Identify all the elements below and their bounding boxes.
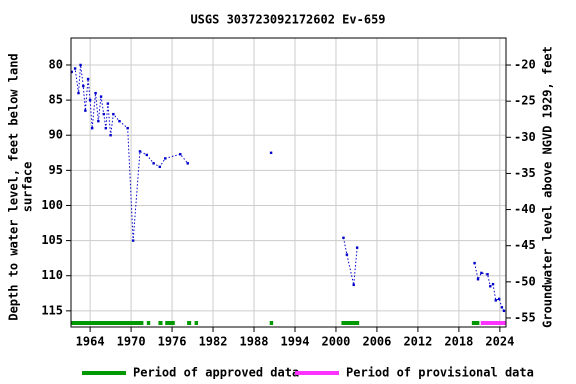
period-bar <box>187 321 192 325</box>
y-tick-label: 100 <box>41 198 63 212</box>
data-point <box>102 112 105 116</box>
data-point <box>145 153 149 157</box>
data-point <box>497 297 501 301</box>
data-point <box>476 278 480 281</box>
data-point <box>109 134 112 137</box>
period-bar <box>480 321 506 325</box>
data-point <box>158 165 161 169</box>
data-point <box>179 152 182 156</box>
y2-tick-label: -20 <box>514 58 536 72</box>
period-bar <box>194 321 199 325</box>
data-point <box>502 309 506 313</box>
y-axis-label: Depth to water level, feet below land <box>7 53 21 320</box>
data-point <box>494 299 497 302</box>
y2-tick-label: -50 <box>514 274 536 288</box>
data-point <box>99 95 103 98</box>
data-point <box>345 253 349 256</box>
data-point <box>500 306 504 309</box>
y2-tick-label: -45 <box>514 238 536 252</box>
y2-axis-label: Groundwater level above NGVD 1929, feet <box>541 46 555 328</box>
y2-tick-label: -30 <box>514 130 536 144</box>
period-bar <box>471 321 480 325</box>
data-point <box>186 162 189 165</box>
x-tick-label: 1988 <box>240 335 269 349</box>
data-point <box>77 91 80 95</box>
data-point <box>342 236 345 239</box>
data-point <box>79 63 82 67</box>
x-tick-label: 2006 <box>362 335 391 349</box>
x-tick-label: 1982 <box>199 335 228 349</box>
data-point <box>152 162 155 165</box>
data-point <box>355 246 359 249</box>
data-point <box>70 70 73 74</box>
data-point <box>106 102 110 105</box>
legend-label: Period of approved data <box>133 366 299 380</box>
data-point <box>86 77 90 81</box>
y-tick-label: 90 <box>49 128 63 142</box>
data-point <box>164 157 167 160</box>
plot-frame <box>70 37 507 328</box>
period-bar <box>269 321 274 325</box>
y2-tick-label: -55 <box>514 310 536 324</box>
x-tick-label: 2018 <box>444 335 473 349</box>
y-tick-label: 110 <box>41 268 63 282</box>
y2-tick-label: -40 <box>514 202 536 216</box>
chart-title: USGS 303723092172602 Ev-659 <box>190 13 385 27</box>
data-point <box>84 109 87 112</box>
data-point <box>269 151 273 154</box>
period-bar <box>71 321 144 325</box>
x-tick-label: 2012 <box>403 335 432 349</box>
data-point <box>352 283 355 287</box>
x-tick-label: 1994 <box>281 335 310 349</box>
y-tick-label: 115 <box>41 303 63 317</box>
x-tick-label: 2024 <box>485 335 514 349</box>
data-point <box>112 112 115 116</box>
data-point <box>138 150 142 153</box>
y-tick-label: 105 <box>41 233 63 247</box>
data-point <box>126 126 129 130</box>
data-point <box>480 271 483 275</box>
y2-tick-label: -25 <box>514 94 536 108</box>
period-bar <box>158 321 163 325</box>
x-tick-label: 1964 <box>76 335 105 349</box>
y-tick-label: 95 <box>49 163 63 177</box>
x-tick-label: 1976 <box>158 335 187 349</box>
legend-label: Period of provisional data <box>346 366 534 380</box>
data-point <box>104 126 108 130</box>
period-bar <box>146 321 151 325</box>
y-tick-label: 85 <box>49 93 63 107</box>
data-point <box>489 285 492 288</box>
period-bar <box>165 321 175 325</box>
data-point <box>131 239 135 242</box>
data-point <box>90 126 94 130</box>
data-point <box>473 261 476 265</box>
x-tick-label: 1970 <box>117 335 146 349</box>
data-point <box>491 282 495 286</box>
y-tick-label: 80 <box>49 57 63 71</box>
period-bar <box>341 321 360 325</box>
data-point <box>88 98 92 102</box>
data-point <box>94 91 97 95</box>
data-point <box>118 119 121 123</box>
data-point <box>486 273 489 276</box>
y-axis-label: surface <box>21 162 35 213</box>
y2-tick-label: -35 <box>514 166 536 180</box>
data-point <box>73 67 77 70</box>
x-tick-label: 2000 <box>322 335 351 349</box>
data-point <box>82 84 85 88</box>
data-point <box>97 119 100 123</box>
